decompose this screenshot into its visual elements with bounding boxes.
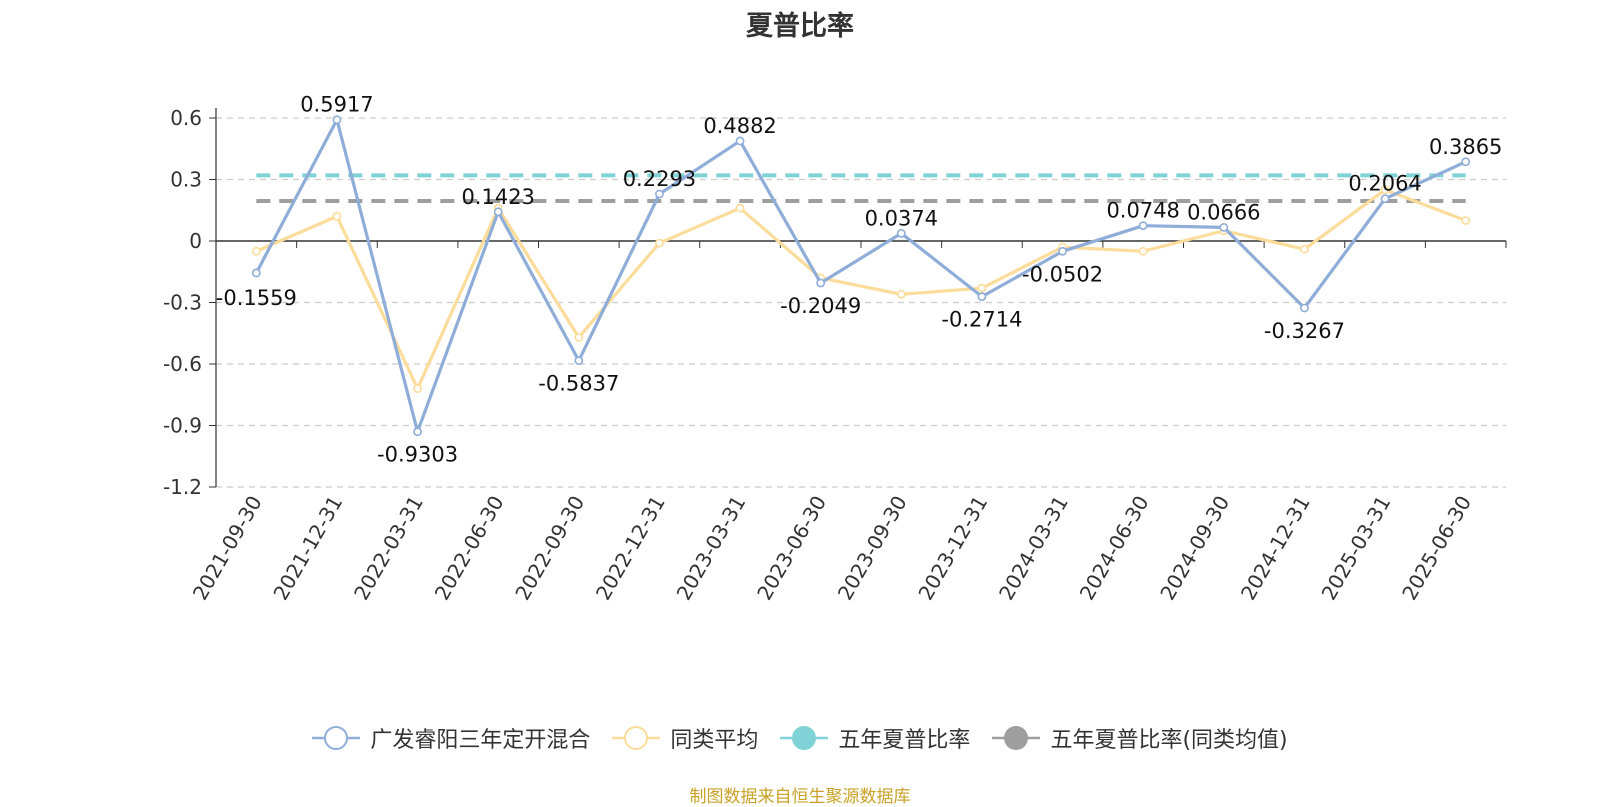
data-label: 0.4882 bbox=[703, 114, 776, 138]
data-label: 0.0748 bbox=[1106, 199, 1179, 223]
data-label: -0.2714 bbox=[941, 308, 1022, 332]
data-point bbox=[1219, 222, 1229, 232]
x-tick-label: 2024-09-30 bbox=[1155, 492, 1234, 605]
data-label: -0.1559 bbox=[216, 286, 297, 310]
series-line bbox=[255, 188, 1467, 391]
data-point bbox=[1058, 246, 1067, 256]
y-tick-label: 0.3 bbox=[170, 168, 202, 192]
legend-label: 广发睿阳三年定开混合 bbox=[370, 728, 591, 753]
data-point bbox=[332, 115, 342, 125]
data-label: -0.3267 bbox=[1264, 319, 1345, 343]
y-tick-label: 0 bbox=[189, 229, 202, 253]
grid-lines bbox=[216, 117, 1506, 488]
data-point bbox=[735, 203, 745, 213]
data-point bbox=[655, 189, 664, 199]
x-tick-label: 2023-09-30 bbox=[833, 492, 912, 605]
data-point bbox=[816, 278, 826, 288]
data-point bbox=[1138, 246, 1148, 256]
y-tick-label: -0.9 bbox=[163, 414, 202, 438]
data-point bbox=[896, 228, 906, 238]
data-label: -0.2049 bbox=[780, 294, 861, 318]
data-point bbox=[1380, 185, 1390, 195]
x-tick-label: 2023-12-31 bbox=[913, 492, 992, 605]
data-point bbox=[1380, 194, 1390, 204]
data-label: -0.0502 bbox=[1022, 262, 1103, 286]
reference-lines bbox=[256, 173, 1466, 204]
x-tick-label: 2023-06-30 bbox=[752, 492, 831, 605]
data-label: 0.2293 bbox=[623, 167, 696, 191]
source-note: 制图数据来自恒生聚源数据库 bbox=[689, 787, 911, 807]
data-label: 0.3865 bbox=[1429, 135, 1502, 159]
legend-item[interactable]: 同类平均 bbox=[612, 722, 758, 754]
y-tick-label: -0.6 bbox=[163, 352, 202, 376]
chart-title: 夏普比率 bbox=[746, 11, 854, 42]
data-label: 0.2064 bbox=[1348, 172, 1421, 196]
x-tick-label: 2021-12-31 bbox=[268, 492, 347, 605]
x-tick-label: 2024-03-31 bbox=[994, 492, 1073, 605]
x-tick-label: 2022-06-30 bbox=[430, 492, 509, 605]
x-tick-label: 2024-12-31 bbox=[1236, 492, 1315, 605]
legend-marker-icon bbox=[312, 726, 361, 750]
series-line bbox=[254, 118, 1467, 434]
data-label: -0.9303 bbox=[377, 443, 458, 467]
legend-item[interactable]: 五年夏普比率 bbox=[780, 722, 970, 754]
data-point bbox=[413, 384, 422, 393]
data-label: -0.5837 bbox=[538, 372, 619, 396]
x-tick-label: 2022-09-30 bbox=[510, 492, 589, 605]
data-point bbox=[977, 292, 987, 302]
data-point bbox=[493, 207, 503, 217]
x-tick-label: 2021-09-30 bbox=[188, 492, 267, 605]
data-point bbox=[251, 246, 261, 256]
data-point bbox=[413, 427, 422, 437]
legend-label: 五年夏普比率 bbox=[838, 728, 971, 753]
x-tick-label: 2022-03-31 bbox=[349, 492, 428, 605]
data-point bbox=[1138, 221, 1148, 231]
data-point bbox=[735, 136, 745, 146]
legend-marker-icon bbox=[992, 726, 1041, 750]
data-point bbox=[1461, 216, 1471, 225]
data-labels: -0.1559 0.5917 -0.9303 0.1423 -0.5837 0.2293 0… bbox=[216, 93, 1503, 467]
x-tick-label: 2025-03-31 bbox=[1316, 492, 1395, 605]
legend: 广发睿阳三年定开混合 同类平均 五年夏普比率 五年夏普比率(同类均值) bbox=[0, 720, 1600, 756]
x-tick-label: 2025-06-30 bbox=[1397, 492, 1476, 605]
data-point bbox=[251, 268, 261, 278]
data-label: 0.0666 bbox=[1187, 200, 1260, 224]
data-point bbox=[977, 283, 987, 293]
legend-item[interactable]: 广发睿阳三年定开混合 bbox=[312, 722, 590, 754]
y-tick-label: -1.2 bbox=[163, 475, 202, 499]
data-point bbox=[574, 332, 584, 342]
legend-label: 同类平均 bbox=[670, 728, 759, 753]
data-point bbox=[655, 238, 664, 248]
x-tick-label: 2023-03-31 bbox=[671, 492, 750, 605]
data-point bbox=[1461, 157, 1471, 167]
y-tick-label: 0.6 bbox=[170, 106, 202, 130]
data-point bbox=[1300, 303, 1309, 313]
data-label: 0.5917 bbox=[300, 93, 373, 117]
data-label: 0.1423 bbox=[461, 185, 534, 209]
legend-item[interactable]: 五年夏普比率(同类均值) bbox=[992, 722, 1288, 754]
legend-label: 五年夏普比率(同类均值) bbox=[1050, 728, 1288, 753]
data-label: 0.0374 bbox=[865, 206, 938, 230]
data-point bbox=[574, 356, 584, 366]
y-tick-label: -0.3 bbox=[163, 291, 202, 315]
data-point bbox=[332, 211, 342, 221]
data-point bbox=[896, 289, 906, 299]
x-tick-label: 2024-06-30 bbox=[1075, 492, 1154, 605]
legend-marker-icon bbox=[780, 726, 829, 750]
data-point bbox=[1300, 244, 1309, 254]
legend-marker-icon bbox=[612, 726, 661, 750]
x-tick-label: 2022-12-31 bbox=[591, 492, 670, 605]
series-lines bbox=[251, 115, 1471, 437]
